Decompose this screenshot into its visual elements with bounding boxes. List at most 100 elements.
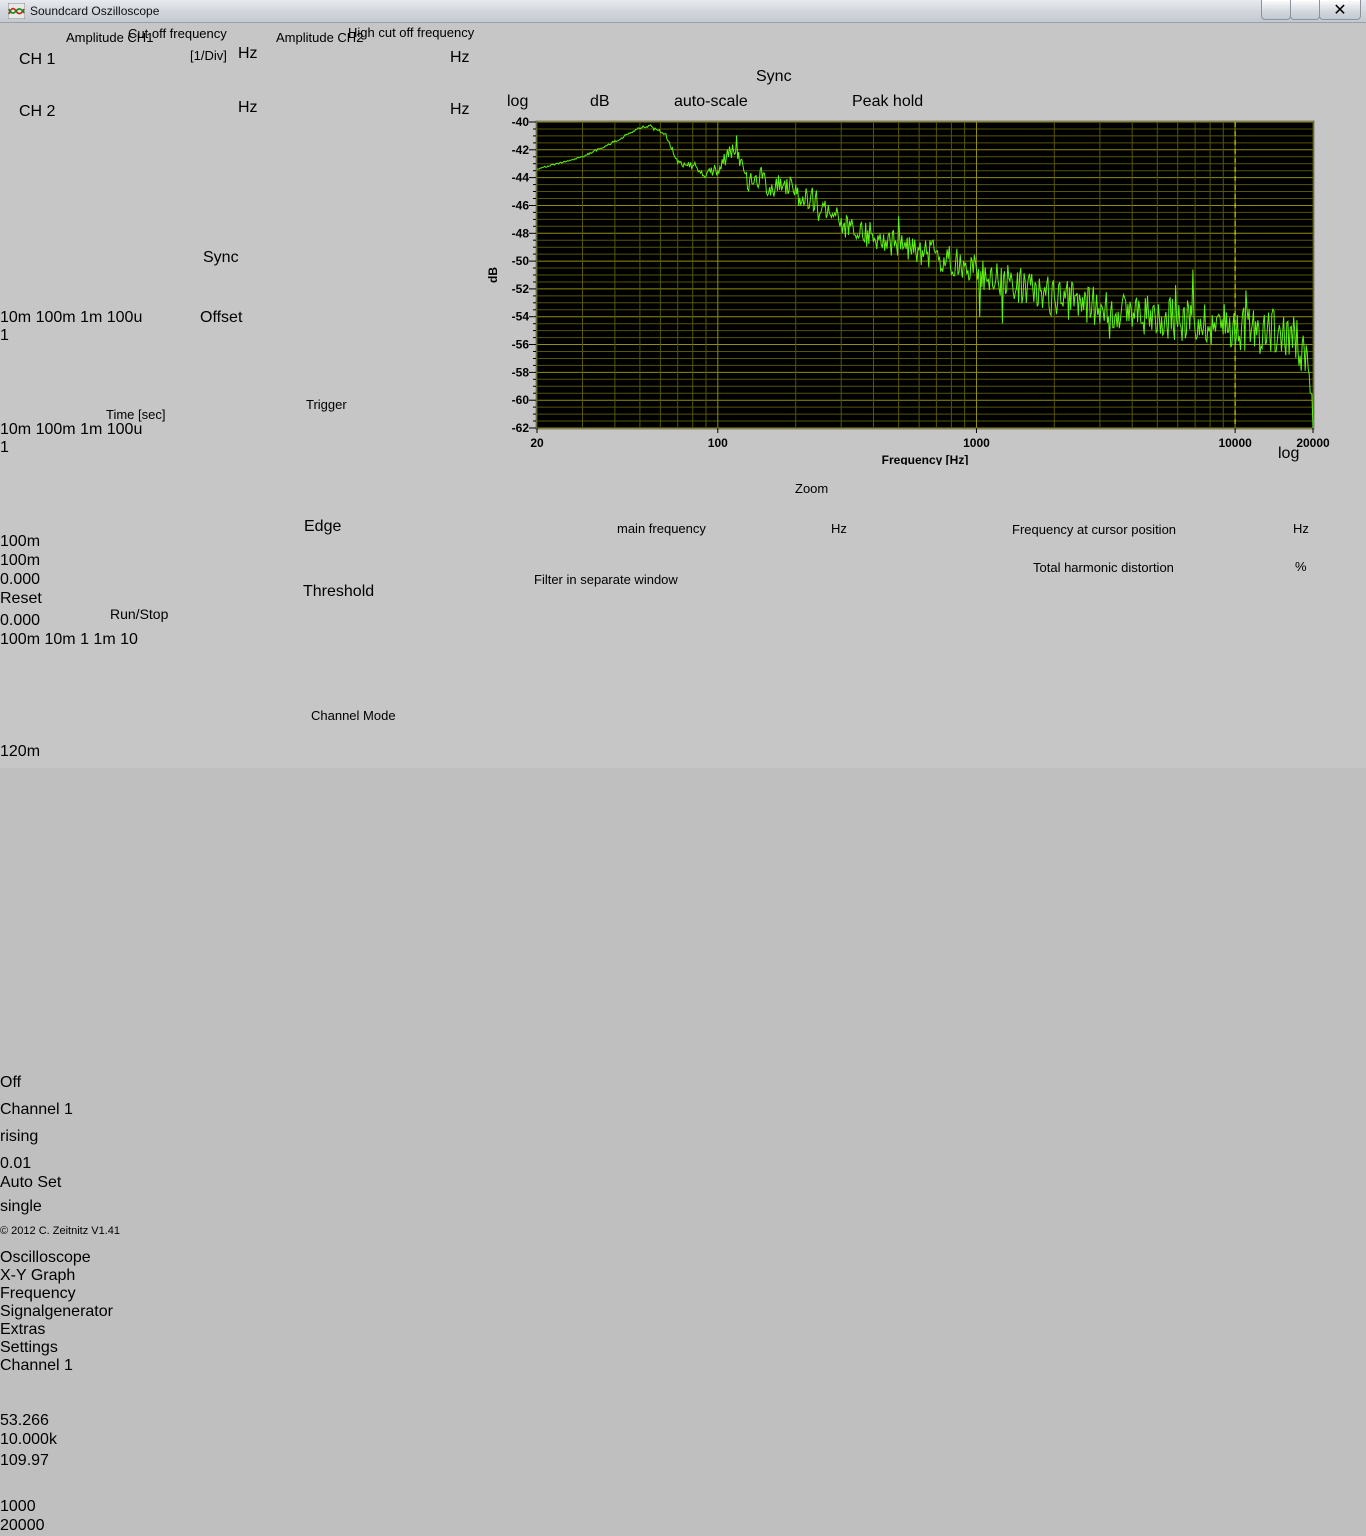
filter-panel: Cut off frequency High cut off frequency…	[0, 1498, 857, 1536]
thd-unit: %	[1295, 559, 1307, 574]
knob-face	[0, 457, 66, 523]
knob-pointer	[11, 440, 71, 467]
svg-text:-60: -60	[512, 393, 530, 407]
svg-text:-46: -46	[512, 199, 530, 213]
dial-label-10m: 10m	[0, 309, 31, 326]
peakhold-label: Peak hold	[852, 93, 923, 111]
offset-ch1-field[interactable]: 0.000	[0, 571, 100, 590]
tab-frequency[interactable]: Frequency	[0, 1285, 1366, 1303]
tab-xy-graph[interactable]: X-Y Graph	[0, 1267, 1366, 1285]
ch2-cutoff-unit: Hz	[238, 99, 258, 117]
dial-label-10m: 10m	[44, 631, 75, 648]
close-button[interactable]: ✕	[1319, 0, 1361, 20]
sync-label: Sync	[203, 249, 239, 267]
tab-settings[interactable]: Settings	[0, 1339, 1366, 1357]
filter-window-button[interactable]	[0, 1471, 42, 1498]
tab-signalgenerator[interactable]: Signalgenerator	[0, 1303, 1366, 1321]
tab-strip: Oscilloscope X-Y Graph Frequency Signalg…	[0, 1249, 1366, 1357]
app-window: Soundcard Oszilloscope ✕ Exit Amplitude …	[0, 0, 1366, 768]
filter-ch2-label: CH 2	[19, 103, 55, 121]
channel-select-dropdown[interactable]: Channel 1	[0, 1357, 218, 1385]
svg-text:-58: -58	[512, 365, 530, 379]
amplitude-ch1-value-field[interactable]: 100m	[0, 533, 82, 552]
filter-sync-label: Sync	[756, 68, 792, 86]
spectrum-graph[interactable]: 2010010001000020000-40-42-44-46-48-50-52…	[483, 115, 1353, 465]
dial-label-10: 10	[120, 631, 138, 648]
time-value-field: 120m	[0, 743, 68, 762]
edge-label: Edge	[304, 518, 341, 536]
knob-pointer	[11, 328, 71, 355]
log-y-label: log	[507, 93, 528, 111]
offset-ch2-field[interactable]: 0.000	[0, 612, 98, 631]
cursor-frequency-unit: Hz	[1293, 521, 1309, 536]
restore-button[interactable]	[1290, 0, 1320, 20]
app-icon	[8, 3, 25, 19]
offset-label: Offset	[200, 309, 242, 327]
trigger-source-dropdown[interactable]: Channel 1	[0, 1101, 152, 1128]
time-title: Time [sec]	[106, 407, 165, 422]
dial-label-10m: 10m	[0, 421, 31, 438]
dial-label-1: 1	[80, 631, 89, 648]
zoom-slider[interactable]	[0, 1398, 216, 1412]
ch2-highcut-unit: Hz	[450, 101, 470, 119]
threshold-field[interactable]: 0.01	[0, 1155, 84, 1174]
svg-text:-48: -48	[512, 226, 530, 240]
dial-label-100m: 100m	[36, 309, 76, 326]
cursor-frequency-value: 10.000k	[0, 1431, 106, 1452]
minimize-button[interactable]	[1261, 0, 1291, 20]
tab-extras[interactable]: Extras	[0, 1321, 1366, 1339]
amplitude-ch2-value-field: 100m	[0, 552, 82, 571]
svg-text:20: 20	[530, 436, 544, 450]
svg-text:-54: -54	[512, 310, 530, 324]
graph-horizontal-scrollbar[interactable]	[0, 1385, 146, 1398]
offset-reset-button[interactable]: Reset	[0, 590, 74, 612]
dial-label-100u: 100u	[107, 309, 143, 326]
window-title: Soundcard Oszilloscope	[30, 4, 159, 18]
trigger-title: Trigger	[306, 397, 347, 412]
thd-label: Total harmonic distortion	[1033, 560, 1174, 575]
main-frequency-label: main frequency	[617, 521, 706, 536]
svg-text:1000: 1000	[963, 436, 990, 450]
copyright-button[interactable]: © 2012 C. Zeitnitz V1.41	[0, 1225, 228, 1249]
svg-text:-50: -50	[512, 254, 530, 268]
channel-mode-dropdown[interactable]: single	[0, 1198, 172, 1225]
svg-text:-44: -44	[512, 171, 530, 185]
dial-label-1: 1	[0, 439, 9, 456]
filter-ch1-label: CH 1	[19, 51, 55, 69]
tab-oscilloscope[interactable]: Oscilloscope	[0, 1249, 1366, 1267]
trigger-edge-dropdown[interactable]: rising	[0, 1128, 152, 1155]
thd-value: 109.97	[0, 1452, 106, 1471]
cursor-frequency-label: Frequency at cursor position	[1012, 522, 1176, 537]
title-bar: Soundcard Oszilloscope ✕	[0, 0, 1366, 23]
threshold-label: Threshold	[303, 583, 374, 601]
knob-face	[0, 649, 62, 711]
dial-label-100m: 100m	[0, 631, 40, 648]
knob-face[interactable]	[0, 345, 66, 411]
channel-mode-label: Channel Mode	[311, 708, 396, 723]
amplitude-unit-label: [1/Div]	[190, 48, 227, 63]
dial-label-100m: 100m	[36, 421, 76, 438]
ch1-highcut-unit: Hz	[450, 49, 470, 67]
dial-label-1m: 1m	[80, 309, 102, 326]
svg-text:-56: -56	[512, 338, 530, 352]
dial-label-1m: 1m	[93, 631, 115, 648]
autoset-button[interactable]: Auto Set	[0, 1174, 158, 1198]
dial-label-100u: 100u	[107, 421, 143, 438]
svg-text:-52: -52	[512, 282, 530, 296]
main-frequency-value: 53.266	[0, 1412, 112, 1431]
svg-text:-42: -42	[512, 143, 530, 157]
runstop-label: Run/Stop	[110, 606, 168, 622]
svg-text:Frequency [Hz]: Frequency [Hz]	[882, 453, 969, 465]
zoom-label: Zoom	[795, 481, 828, 496]
svg-text:20000: 20000	[1296, 436, 1330, 450]
time-knob: 100m 10m 1 1m 10	[0, 631, 154, 743]
svg-text:-62: -62	[512, 421, 530, 435]
amplitude-ch1-knob[interactable]: 10m 100m 1m 100u 1	[0, 309, 154, 421]
close-icon: ✕	[1333, 0, 1346, 20]
db-label: dB	[590, 93, 610, 111]
cutoff-heading: Cut off frequency	[128, 26, 227, 41]
ch1-cutoff-field: 1000	[0, 1498, 84, 1517]
trigger-mode-dropdown[interactable]: Off	[0, 1074, 152, 1101]
svg-text:dB: dB	[486, 267, 500, 283]
autoscale-label: auto-scale	[674, 93, 748, 111]
